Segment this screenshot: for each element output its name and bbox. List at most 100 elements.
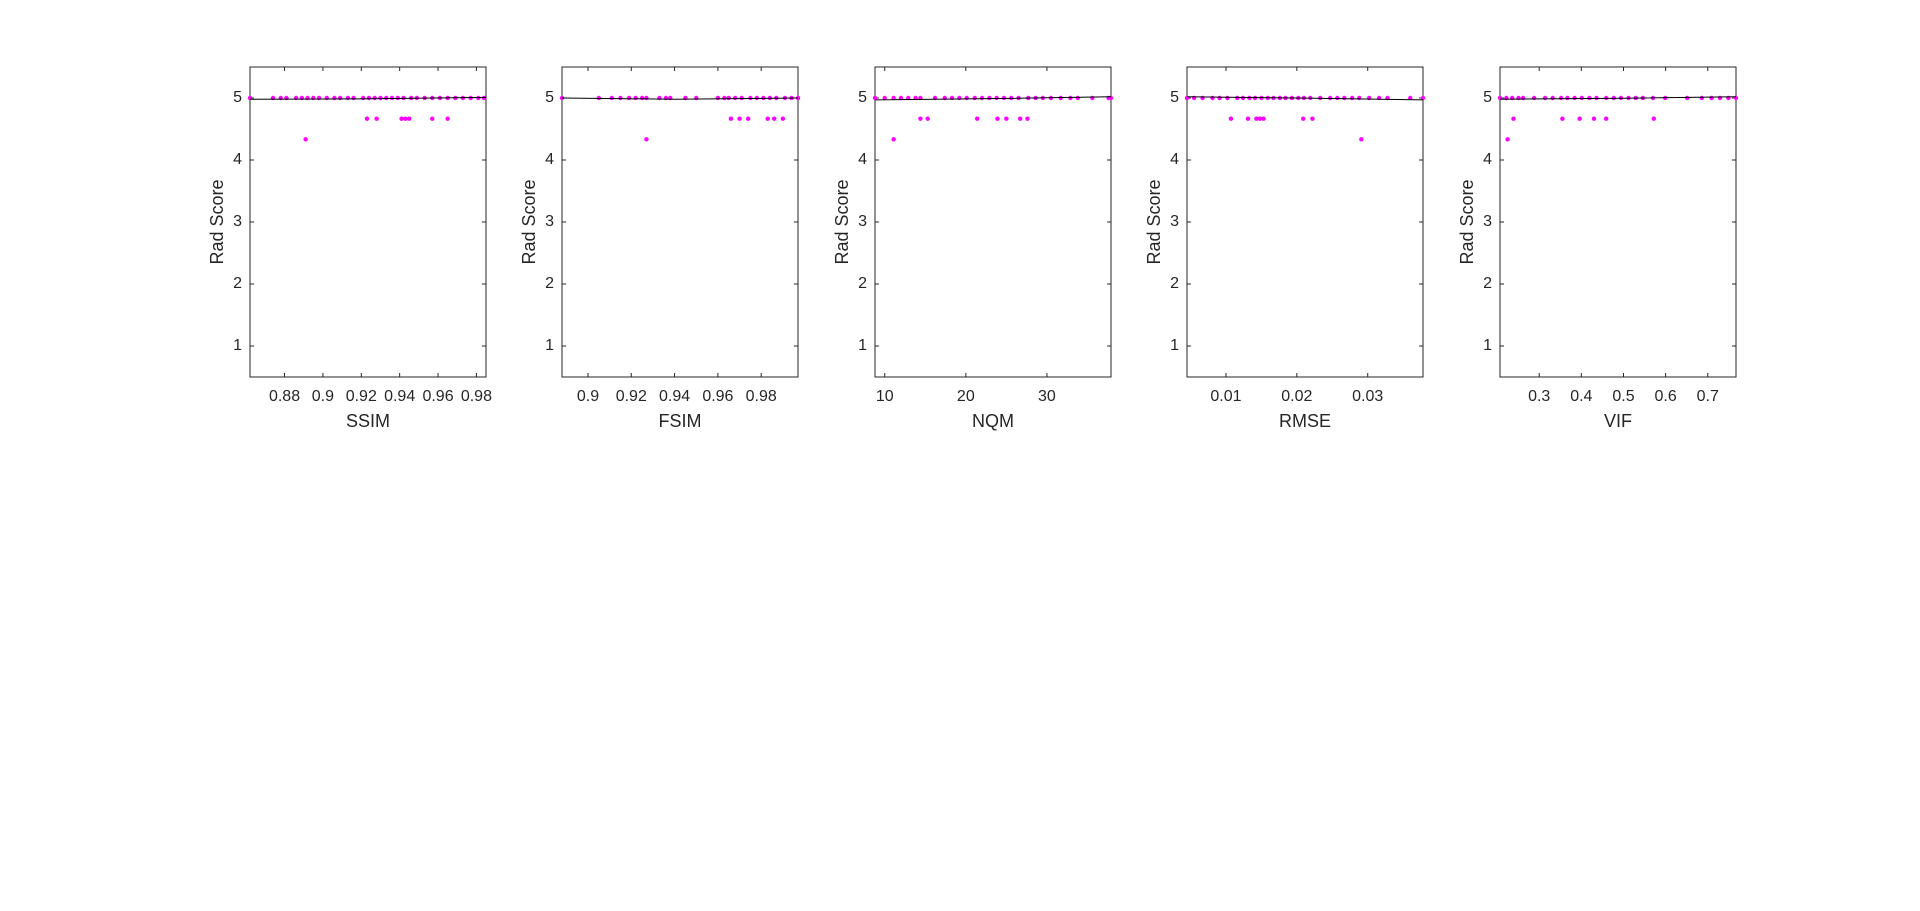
point — [1240, 95, 1246, 101]
point — [1408, 95, 1413, 101]
point — [430, 116, 435, 121]
x-tick-label: 0.6 — [1654, 388, 1676, 405]
point — [633, 95, 638, 101]
point — [1235, 95, 1240, 101]
y-tick-label: 5 — [1170, 89, 1179, 106]
axes-box — [874, 66, 1112, 378]
point — [384, 95, 389, 101]
point — [739, 95, 744, 101]
point — [1587, 95, 1592, 101]
x-tick-label: 0.92 — [616, 388, 647, 405]
point — [407, 116, 412, 121]
point — [1709, 95, 1714, 101]
point — [1247, 95, 1252, 101]
point — [1257, 116, 1263, 121]
point — [1349, 95, 1355, 101]
axes-box — [249, 66, 487, 378]
point — [1699, 95, 1705, 101]
point — [1579, 95, 1584, 101]
x-axis-label: NQM — [972, 411, 1014, 431]
point — [1565, 95, 1570, 101]
point — [891, 137, 896, 142]
point — [644, 95, 649, 101]
y-tick-label: 1 — [858, 337, 867, 354]
point — [372, 95, 377, 101]
axes-box — [1186, 66, 1424, 378]
x-tick-label: 0.96 — [702, 388, 733, 405]
point — [303, 137, 308, 142]
x-tick-label: 0.94 — [384, 388, 415, 405]
y-tick-label: 3 — [1170, 213, 1179, 230]
point — [728, 116, 734, 121]
point — [1550, 95, 1555, 101]
x-tick-label: 10 — [876, 388, 894, 405]
x-tick-label: 30 — [1038, 388, 1056, 405]
y-tick-label: 2 — [858, 275, 867, 292]
fit-line — [1499, 96, 1737, 100]
point — [351, 95, 356, 101]
point — [399, 116, 404, 121]
x-tick-label: 0.98 — [461, 388, 492, 405]
point — [1357, 95, 1362, 101]
x-axis-label: FSIM — [659, 411, 702, 431]
fit-line — [1186, 96, 1424, 101]
y-tick-label: 3 — [233, 213, 242, 230]
point — [925, 116, 930, 121]
point — [957, 95, 962, 101]
point — [1594, 95, 1599, 101]
x-tick-label: 0.01 — [1210, 388, 1241, 405]
y-axis-label: Rad Score — [1457, 179, 1477, 264]
y-tick-label: 3 — [1483, 213, 1492, 230]
x-tick-label: 0.3 — [1528, 388, 1550, 405]
point — [618, 95, 623, 101]
point — [481, 95, 487, 101]
point — [361, 95, 366, 101]
point — [1342, 95, 1347, 101]
point — [994, 95, 999, 101]
point — [332, 95, 337, 101]
x-tick-label: 0.5 — [1612, 388, 1634, 405]
y-tick-label: 5 — [1483, 89, 1492, 106]
subplot: 1 2 3 4 5 10 20 30 NQM Rad Score — [832, 66, 1114, 431]
subplot: 1 2 3 4 5 0.3 0.4 0.5 0.6 0.7 VIF Rad Score — [1457, 66, 1739, 431]
point — [746, 116, 751, 121]
point — [378, 95, 383, 101]
y-axis-label: Rad Score — [519, 179, 539, 264]
point — [1684, 95, 1690, 101]
x-tick-label: 0.9 — [577, 388, 599, 405]
point — [639, 95, 645, 101]
point — [609, 95, 614, 101]
y-tick-label: 4 — [233, 151, 242, 168]
y-tick-label: 4 — [545, 151, 554, 168]
point — [403, 116, 408, 121]
point — [1558, 95, 1564, 101]
point — [987, 95, 992, 101]
x-tick-label: 0.7 — [1697, 388, 1719, 405]
y-tick-label: 5 — [545, 89, 554, 106]
y-tick-label: 1 — [233, 337, 242, 354]
point — [1359, 137, 1364, 142]
point — [765, 116, 770, 121]
point — [1505, 137, 1510, 142]
point — [1420, 95, 1426, 101]
point — [1090, 95, 1095, 101]
point — [1017, 116, 1023, 121]
point — [1025, 116, 1030, 121]
point — [1228, 116, 1234, 121]
point — [1591, 116, 1597, 121]
point — [1572, 95, 1577, 101]
point — [374, 116, 379, 121]
point — [780, 116, 786, 121]
point — [891, 95, 896, 101]
point — [882, 95, 887, 101]
x-tick-label: 0.92 — [346, 388, 377, 405]
point — [1254, 116, 1259, 121]
point — [872, 95, 878, 101]
y-axis-label: Rad Score — [832, 179, 852, 264]
point — [1301, 116, 1306, 121]
y-axis-label: Rad Score — [207, 179, 227, 264]
subplot: 1 2 3 4 5 0.9 0.92 0.94 0.96 0.98 FSIM Rad Score — [519, 66, 801, 431]
fit-line — [249, 96, 487, 100]
point — [1068, 95, 1073, 101]
